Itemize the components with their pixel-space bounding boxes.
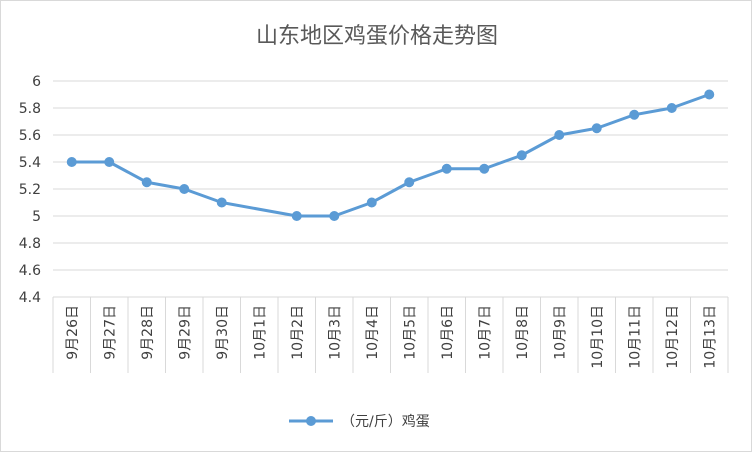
series-group [66, 89, 715, 221]
x-tick-label: 9月28日 [140, 305, 156, 360]
x-tick-label: 10月2日 [290, 305, 306, 360]
x-tick-label: 10月10日 [590, 305, 606, 369]
x-tick-label: 10月3日 [327, 305, 343, 360]
x-tick-label: 10月5日 [402, 305, 418, 360]
y-tick-label: 4.6 [19, 263, 41, 279]
data-point [104, 157, 115, 167]
data-point [66, 157, 77, 167]
legend-marker-swatch [306, 416, 316, 426]
data-point [329, 211, 340, 221]
y-tick-label: 5.2 [19, 182, 41, 198]
y-axis-ticks: 4.4 4.6 4.8 5 5.2 5.4 5.6 5.8 6 [19, 74, 41, 306]
x-tick-label: 10月12日 [665, 305, 681, 369]
y-tick-label: 6 [32, 74, 41, 90]
x-tick-label: 10月8日 [515, 305, 531, 360]
x-tick-label: 10月9日 [552, 305, 568, 360]
data-point [704, 89, 715, 100]
x-tick-label: 10月11日 [627, 305, 643, 369]
y-tick-label: 5.6 [19, 128, 41, 144]
data-point [404, 177, 415, 188]
legend: （元/斤）鸡蛋 [289, 413, 430, 430]
x-tick-label: 10月7日 [477, 305, 493, 360]
x-tick-label: 10月13日 [702, 305, 718, 369]
x-tick-label: 10月1日 [252, 305, 268, 360]
x-axis: 9月26日 9月27日 9月28日 9月29日 9月30日 10月1日 10月2日 10月3日… [52, 296, 729, 373]
x-tick-label: 9月30日 [215, 305, 231, 360]
data-point [666, 103, 677, 113]
x-tick-label: 10月4日 [365, 305, 381, 360]
legend-label: （元/斤）鸡蛋 [341, 413, 430, 430]
data-point [516, 150, 527, 161]
y-tick-label: 5.4 [19, 155, 41, 171]
y-tick-label: 5.8 [19, 101, 41, 117]
x-tick-label: 9月27日 [102, 305, 118, 360]
data-point [291, 211, 302, 221]
data-point [554, 130, 565, 140]
data-point [216, 197, 227, 208]
data-point [629, 109, 640, 120]
y-tick-label: 4.4 [19, 290, 41, 306]
data-point [141, 177, 152, 188]
x-tick-label: 10月6日 [440, 305, 456, 360]
gridlines [53, 80, 728, 298]
data-point [441, 163, 452, 174]
data-point [179, 184, 190, 194]
x-tick-label: 9月26日 [65, 305, 81, 360]
series-line [71, 93, 710, 218]
y-tick-label: 4.8 [19, 236, 41, 252]
data-point [366, 197, 377, 208]
data-point [479, 163, 490, 174]
data-point [591, 123, 602, 134]
chart-title: 山东地区鸡蛋价格走势图 [256, 24, 498, 49]
x-tick-label: 9月29日 [177, 305, 193, 360]
y-tick-label: 5 [32, 209, 41, 225]
